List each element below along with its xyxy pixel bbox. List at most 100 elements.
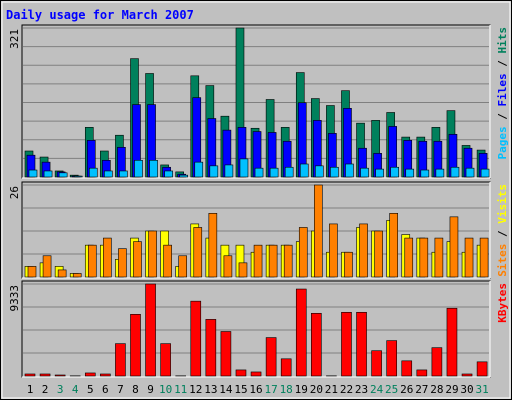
x-tick-label: 18 [280, 383, 293, 396]
x-tick-label: 9 [147, 383, 154, 396]
x-tick-label: 26 [400, 383, 413, 396]
x-tick-label: 16 [249, 383, 262, 396]
bar [119, 170, 128, 178]
bar [178, 255, 187, 278]
bar [134, 159, 143, 178]
bar [480, 168, 490, 178]
bar [314, 184, 323, 278]
legend-entry: Pages [496, 126, 509, 159]
x-tick-label: 14 [219, 383, 233, 396]
bar [115, 343, 126, 377]
bar [299, 163, 309, 178]
bar [104, 170, 113, 178]
bar [461, 373, 473, 377]
bar [465, 167, 475, 178]
bar [434, 237, 444, 278]
bar [208, 213, 218, 278]
x-tick-label: 23 [355, 383, 368, 396]
bar [160, 343, 171, 377]
x-tick-label: 1 [27, 383, 34, 396]
x-tick-label: 27 [415, 383, 428, 396]
bar [239, 158, 249, 178]
bar [390, 166, 399, 178]
bar [449, 216, 459, 278]
x-tick-label: 29 [445, 383, 458, 396]
bar [220, 331, 232, 377]
bar [386, 340, 397, 377]
bar [389, 213, 398, 278]
bar [329, 223, 338, 278]
bar [479, 237, 489, 278]
x-tick-label: 3 [57, 383, 64, 396]
x-tick-label: 30 [460, 383, 473, 396]
bar [100, 373, 111, 377]
legend: KBytes [496, 283, 509, 323]
bar [87, 244, 97, 278]
bar [298, 227, 308, 278]
bar [103, 237, 112, 278]
x-tick-label: 28 [430, 383, 443, 396]
bar [27, 266, 37, 278]
bar [311, 312, 322, 377]
x-tick-label: 24 [370, 383, 384, 396]
bar [360, 167, 369, 178]
bar [464, 237, 474, 278]
bar [345, 163, 354, 178]
bar [235, 369, 247, 377]
bar [268, 244, 278, 278]
y-tick-label: 26 [8, 186, 21, 199]
legend-separator: / [496, 107, 509, 127]
bar [283, 244, 293, 278]
x-tick-label: 8 [132, 383, 139, 396]
legend-entry: Files [496, 73, 509, 106]
bar [24, 373, 36, 377]
bar [190, 300, 202, 377]
bar [238, 262, 248, 278]
x-tick-label: 12 [189, 383, 202, 396]
x-tick-label: 5 [87, 383, 94, 396]
bar [254, 167, 264, 178]
bar [72, 273, 82, 278]
bar [450, 166, 460, 178]
legend-separator: / [496, 54, 509, 74]
bar [405, 168, 415, 178]
bar [43, 170, 53, 178]
bar [371, 350, 382, 377]
bar [145, 283, 156, 377]
x-tick-label: 13 [204, 383, 217, 396]
x-tick-label: 7 [117, 383, 124, 396]
bar [88, 167, 98, 178]
panel [21, 280, 491, 378]
bar [57, 269, 67, 278]
y-tick-label: 321 [8, 29, 21, 49]
bar [404, 237, 414, 278]
bar [118, 248, 127, 278]
x-tick-label: 19 [295, 383, 308, 396]
x-tick-label: 11 [174, 383, 187, 396]
legend-separator: / [496, 224, 509, 244]
bar [39, 373, 51, 377]
bar [223, 255, 233, 278]
bar [163, 244, 172, 278]
legend: Sites / Visits [496, 184, 509, 277]
legend-entry: KBytes [496, 283, 509, 323]
bar [193, 227, 203, 278]
bar [73, 175, 83, 178]
bar [341, 311, 352, 377]
bar [280, 358, 292, 377]
bar [431, 347, 443, 377]
bar [401, 360, 413, 377]
legend: Pages / Files / Hits [496, 27, 509, 160]
legend-entry: Hits [496, 27, 509, 54]
bar [420, 169, 430, 178]
bar [435, 168, 445, 178]
bar [54, 374, 66, 377]
bar [356, 311, 367, 377]
bar [133, 241, 142, 278]
bar [224, 164, 234, 178]
bar [205, 319, 217, 377]
x-tick-label: 4 [72, 383, 79, 396]
bar [446, 307, 458, 377]
